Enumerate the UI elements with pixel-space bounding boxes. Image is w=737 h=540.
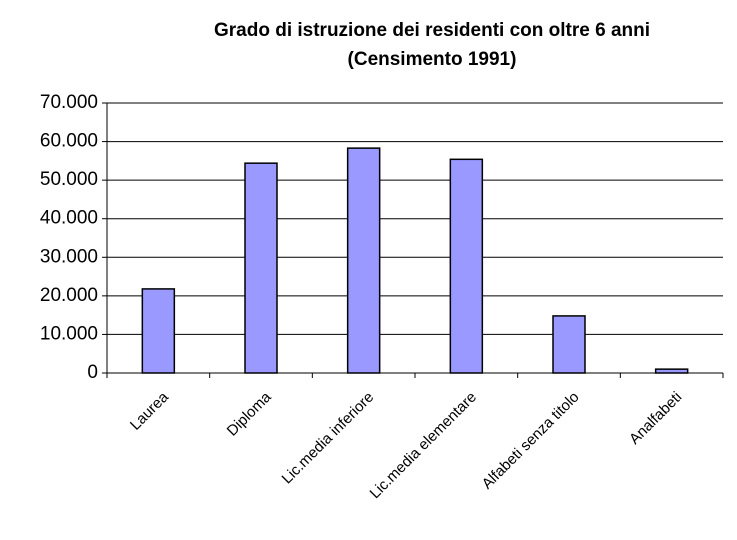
- x-tick-label: Diploma: [224, 388, 275, 439]
- y-tick-label: 60.000: [40, 131, 98, 152]
- bar: [654, 368, 689, 374]
- y-tick-label: 0: [87, 362, 98, 383]
- bar: [141, 288, 176, 374]
- bar: [244, 162, 278, 374]
- y-tick-label: 30.000: [40, 246, 98, 267]
- chart-title: (Censimento 1991): [348, 49, 517, 70]
- chart-title: Grado di istruzione dei residenti con ol…: [214, 20, 650, 41]
- x-tick-label: Alfabeti senza titolo: [479, 389, 583, 493]
- x-tick-label: Lic.media inferiore: [279, 389, 378, 488]
- y-tick-label: 20.000: [40, 285, 98, 306]
- y-tick-label: 10.000: [40, 323, 98, 344]
- bar: [552, 315, 586, 374]
- bar: [346, 147, 381, 374]
- x-tick-label: Laurea: [127, 388, 173, 434]
- x-tick-label: Analfabeti: [626, 389, 685, 448]
- bar: [449, 158, 484, 374]
- y-tick-label: 70.000: [40, 92, 98, 113]
- y-tick-label: 40.000: [40, 208, 98, 229]
- y-tick-label: 50.000: [40, 169, 98, 190]
- x-tick-label: Lic.media elementare: [367, 389, 480, 502]
